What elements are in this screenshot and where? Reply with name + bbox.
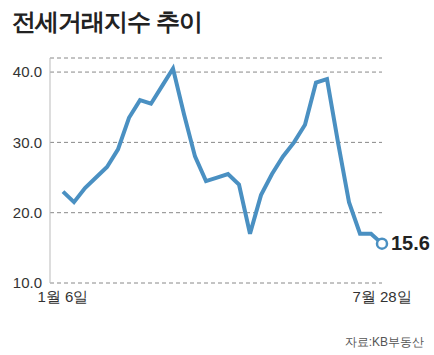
- svg-text:10.0: 10.0: [13, 274, 42, 291]
- svg-text:30.0: 30.0: [13, 134, 42, 151]
- svg-text:1월 6일: 1월 6일: [38, 288, 89, 305]
- svg-text:40.0: 40.0: [13, 63, 42, 80]
- html-text:자료:KB부동산: 자료:KB부동산: [344, 335, 424, 349]
- svg-text:20.0: 20.0: [13, 204, 42, 221]
- html-text:전세거래지수 추이: 전세거래지수 추이: [12, 8, 202, 35]
- svg-text:7월 28일: 7월 28일: [352, 288, 411, 305]
- svg-text:15.6: 15.6: [391, 232, 430, 254]
